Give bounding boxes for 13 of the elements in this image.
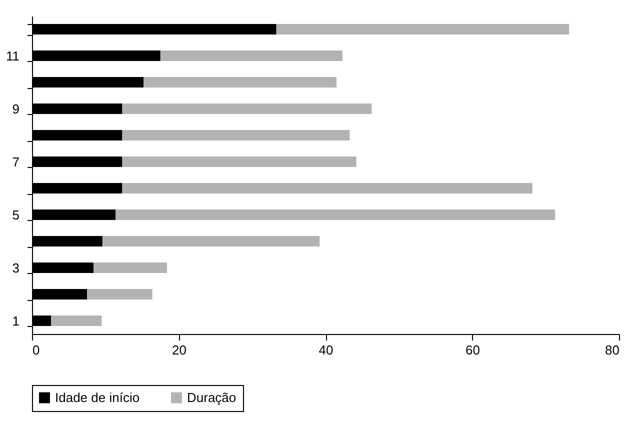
x-tick-label: 20: [172, 342, 186, 358]
x-tick-label: 80: [605, 342, 620, 358]
legend-label: Idade de início: [55, 390, 140, 405]
y-tick-label: 3: [12, 260, 20, 276]
y-tick-label: 11: [6, 48, 20, 64]
legend-label: Duração: [187, 390, 236, 405]
x-tick-label: 0: [32, 342, 40, 358]
y-tick-label: 7: [12, 154, 20, 170]
x-tick-label: 60: [466, 342, 480, 358]
y-tick-label: 5: [12, 207, 20, 222]
y-tick-label: 1: [12, 313, 20, 328]
x-tick-label: 40: [318, 342, 334, 358]
y-tick-label: 9: [12, 101, 20, 116]
